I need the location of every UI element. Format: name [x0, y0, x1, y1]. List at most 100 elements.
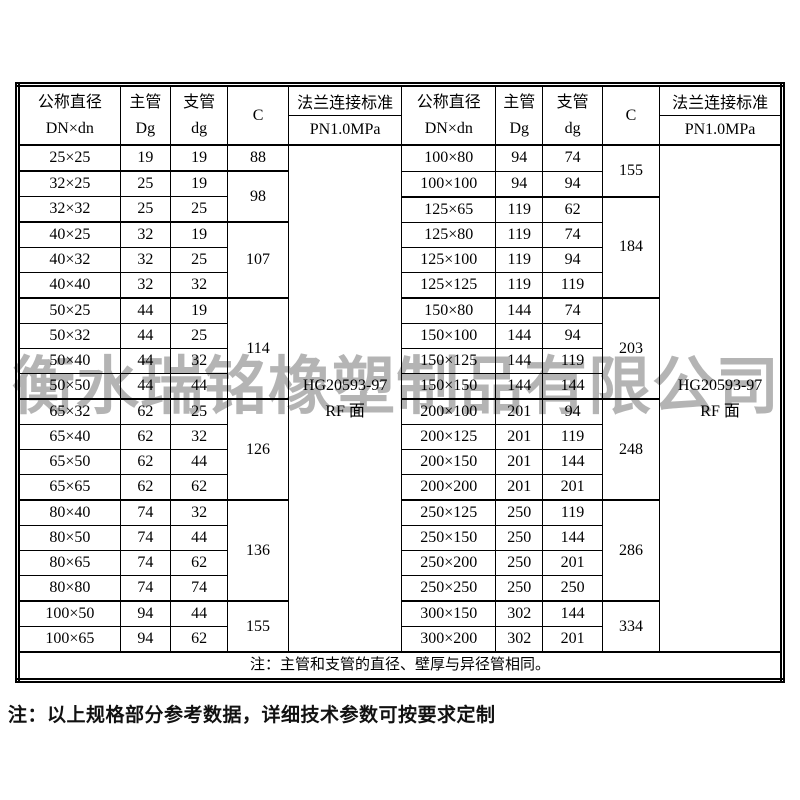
- c-value-cell: 286: [601, 499, 661, 602]
- table-row: 50×25 44 19 114 150×80 144 74 203: [17, 297, 783, 400]
- main-pipe-cell: 250: [495, 575, 544, 602]
- dn-cell: 65×32: [17, 398, 121, 425]
- branch-pipe-cell: 144: [542, 449, 603, 475]
- header-main-pipe-left: 主管 Dg: [119, 84, 171, 146]
- flange-standard-line: RF 面: [700, 402, 740, 420]
- dn-cell: 250×250: [401, 575, 497, 602]
- dn-cell: 100×65: [17, 626, 121, 653]
- header-main-sub: Dg: [509, 119, 530, 137]
- c-value-cell: 203: [601, 297, 661, 400]
- table-note-row: 注：主管和支管的直径、壁厚与异径管相同。: [17, 651, 783, 681]
- branch-pipe-cell: 25: [169, 196, 229, 223]
- main-pipe-cell: 302: [495, 626, 544, 653]
- header-nominal-diameter-right: 公称直径 DN×dn: [401, 84, 497, 146]
- header-main-title: 主管: [129, 93, 162, 111]
- header-branch-sub: dg: [564, 119, 581, 137]
- dn-cell: 250×125: [401, 499, 497, 526]
- table-row: 32×32 25 25 125×65 119 62 184: [17, 195, 783, 299]
- header-branch-pipe-left: 支管 dg: [169, 84, 229, 146]
- branch-pipe-cell: 44: [169, 373, 229, 400]
- branch-pipe-cell: 62: [542, 196, 603, 223]
- branch-pipe-cell: 32: [169, 272, 229, 299]
- dn-cell: 50×50: [17, 373, 121, 400]
- header-flange-standard-right: 法兰连接标准: [659, 84, 783, 116]
- dn-cell: 80×80: [17, 575, 121, 602]
- c-value-cell: 155: [227, 600, 289, 653]
- dn-cell: 40×25: [17, 221, 121, 248]
- branch-pipe-cell: 94: [542, 170, 603, 198]
- branch-pipe-cell: 74: [542, 221, 603, 248]
- c-value-cell: 114: [227, 297, 289, 400]
- branch-pipe-cell: 44: [169, 449, 229, 475]
- table-row: 25×25 19 19 88 HG20593-97 RF 面 100×80 94 74 155 HG…: [17, 144, 783, 653]
- branch-pipe-cell: 44: [169, 600, 229, 627]
- table-row: 80×40 74 32 136 250×125 250 119 286: [17, 499, 783, 602]
- main-pipe-cell: 62: [119, 398, 171, 425]
- branch-pipe-cell: 44: [169, 525, 229, 551]
- main-pipe-cell: 62: [119, 474, 171, 501]
- main-pipe-cell: 74: [119, 525, 171, 551]
- dn-cell: 65×40: [17, 424, 121, 450]
- spec-table-header: 公称直径 DN×dn 主管 Dg 支管 dg C 法兰连接标准 公称直径 DN×…: [17, 84, 783, 146]
- header-dn-sub: DN×dn: [424, 119, 473, 137]
- main-pipe-cell: 201: [495, 474, 544, 501]
- main-pipe-cell: 250: [495, 525, 544, 551]
- dn-cell: 250×200: [401, 550, 497, 576]
- branch-pipe-cell: 74: [169, 575, 229, 602]
- header-branch-pipe-right: 支管 dg: [542, 84, 603, 146]
- main-pipe-cell: 302: [495, 600, 544, 627]
- main-pipe-cell: 94: [495, 144, 544, 172]
- header-c-left: C: [227, 84, 289, 146]
- dn-cell: 100×50: [17, 600, 121, 627]
- dn-cell: 100×80: [401, 144, 497, 172]
- c-value-cell: 248: [601, 398, 661, 501]
- dn-cell: 50×40: [17, 348, 121, 374]
- main-pipe-cell: 74: [119, 575, 171, 602]
- main-pipe-cell: 144: [495, 373, 544, 400]
- main-pipe-cell: 25: [119, 196, 171, 223]
- main-pipe-cell: 74: [119, 550, 171, 576]
- main-pipe-cell: 201: [495, 424, 544, 450]
- flange-standard-cell: HG20593-97 RF 面: [287, 144, 403, 653]
- footer-note: 注：以上规格部分参考数据，详细技术参数可按要求定制: [8, 705, 496, 726]
- table-row: 40×25 32 19 107 125×80 119 74: [17, 221, 783, 299]
- branch-pipe-cell: 94: [542, 398, 603, 425]
- table-row: 100×65 94 62 300×200 302 201: [17, 626, 783, 653]
- main-pipe-cell: 250: [495, 550, 544, 576]
- dn-cell: 25×25: [17, 144, 121, 172]
- dn-cell: 150×150: [401, 373, 497, 400]
- dn-cell: 80×40: [17, 499, 121, 526]
- branch-pipe-cell: 62: [169, 626, 229, 653]
- dn-cell: 150×100: [401, 323, 497, 349]
- branch-pipe-cell: 94: [542, 247, 603, 273]
- branch-pipe-cell: 144: [542, 373, 603, 400]
- branch-pipe-cell: 144: [542, 600, 603, 627]
- main-pipe-cell: 25: [119, 170, 171, 197]
- branch-pipe-cell: 201: [542, 474, 603, 501]
- main-pipe-cell: 44: [119, 323, 171, 349]
- branch-pipe-cell: 25: [169, 247, 229, 273]
- branch-pipe-cell: 32: [169, 348, 229, 374]
- main-pipe-cell: 32: [119, 272, 171, 299]
- c-value-cell: 334: [601, 600, 661, 653]
- dn-cell: 65×50: [17, 449, 121, 475]
- table-row: 40×32 32 25 125×100 119 94: [17, 247, 783, 273]
- branch-pipe-cell: 144: [542, 525, 603, 551]
- branch-pipe-cell: 201: [542, 626, 603, 653]
- main-pipe-cell: 201: [495, 449, 544, 475]
- branch-pipe-cell: 201: [542, 550, 603, 576]
- main-pipe-cell: 19: [119, 144, 171, 172]
- table-row: 65×65 62 62 200×200 201 201: [17, 474, 783, 501]
- flange-standard-line: HG20593-97: [302, 376, 388, 394]
- table-row: 80×65 74 62 250×200 250 201: [17, 550, 783, 576]
- dn-cell: 300×200: [401, 626, 497, 653]
- header-main-pipe-right: 主管 Dg: [495, 84, 544, 146]
- dn-cell: 200×200: [401, 474, 497, 501]
- main-pipe-cell: 201: [495, 398, 544, 425]
- dn-cell: 300×150: [401, 600, 497, 627]
- dn-cell: 80×50: [17, 525, 121, 551]
- table-row: 32×25 25 19 98 100×100 94 94: [17, 170, 783, 223]
- dn-cell: 150×80: [401, 297, 497, 324]
- table-row: 50×50 44 44 150×150 144 144: [17, 373, 783, 400]
- branch-pipe-cell: 25: [169, 398, 229, 425]
